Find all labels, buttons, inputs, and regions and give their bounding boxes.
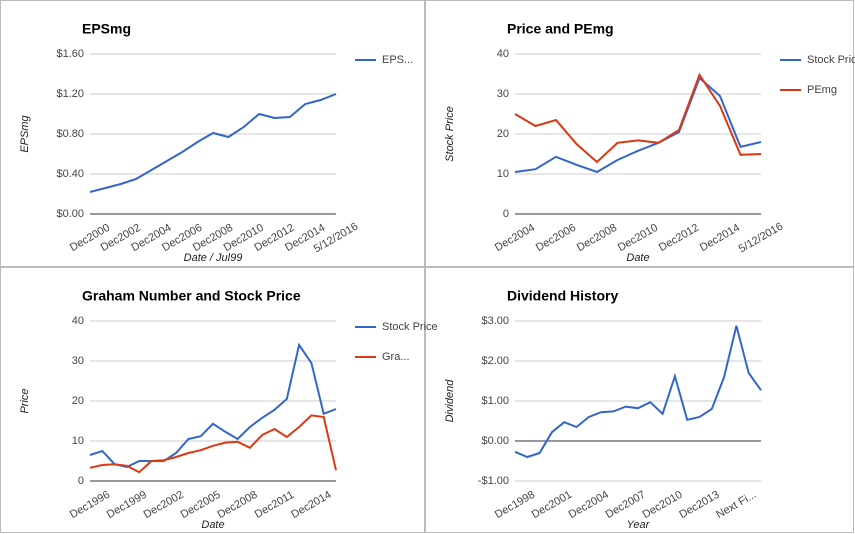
y-tick-label: 40 (497, 48, 509, 60)
x-axis-title: Date / Jul99 (184, 252, 243, 264)
y-axis-title: EPSmg (19, 114, 31, 152)
x-tick-label: Dec2005 (179, 489, 223, 521)
x-tick-label: Dec2007 (604, 489, 648, 521)
y-tick-label: 10 (72, 435, 84, 447)
x-tick-label: Dec2014 (289, 489, 333, 521)
panel-border (0, 267, 425, 533)
y-tick-label: $0.80 (56, 128, 84, 140)
x-axis-title: Year (627, 519, 651, 531)
y-tick-label: $0.40 (56, 168, 84, 180)
x-tick-label: Dec1996 (68, 489, 112, 521)
y-tick-label: 0 (78, 475, 84, 487)
y-tick-label: $1.20 (56, 88, 84, 100)
x-axis-title: Date (201, 519, 224, 531)
panel-border (0, 0, 425, 267)
chart-title: Price and PEmg (507, 21, 614, 37)
legend-label: Stock Price (807, 54, 855, 66)
x-tick-label: Dec2001 (530, 489, 574, 521)
series-line (89, 93, 337, 193)
x-tick-label: Dec2004 (567, 489, 611, 521)
x-tick-label: Dec2010 (640, 489, 684, 521)
y-tick-label: 40 (72, 315, 84, 327)
x-tick-label: Dec1999 (105, 489, 149, 521)
y-tick-label: 0 (503, 208, 509, 220)
chart-title: EPSmg (82, 21, 131, 37)
x-tick-label: Dec2006 (534, 222, 578, 254)
x-tick-label: Dec2012 (657, 222, 701, 254)
x-tick-label: Dec2014 (698, 222, 742, 254)
x-tick-label: 5/12/2016 (737, 220, 785, 255)
y-tick-label: 30 (72, 355, 84, 367)
x-tick-label: Dec2010 (616, 222, 660, 254)
y-tick-label: 20 (497, 128, 509, 140)
y-tick-label: 10 (497, 168, 509, 180)
x-tick-label: Dec1998 (493, 489, 537, 521)
x-tick-label: Dec2002 (142, 489, 186, 521)
y-tick-label: $1.00 (481, 395, 509, 407)
x-tick-label: Dec2008 (215, 489, 259, 521)
x-tick-label: Dec2004 (493, 222, 537, 254)
y-axis-title: Dividend (444, 379, 456, 423)
y-tick-label: $3.00 (481, 315, 509, 327)
x-tick-label: Dec2008 (575, 222, 619, 254)
x-tick-label: Dec2013 (677, 489, 721, 521)
x-axis-title: Date (626, 252, 649, 264)
chart-title: Dividend History (507, 288, 618, 304)
legend-label: PEmg (807, 84, 837, 96)
y-tick-label: $1.60 (56, 48, 84, 60)
y-tick-label: $2.00 (481, 355, 509, 367)
x-tick-label: Next Fi... (714, 489, 758, 521)
panel-border (425, 267, 854, 533)
panel-border (425, 0, 854, 267)
y-tick-label: -$1.00 (478, 475, 509, 487)
y-axis-title: Stock Price (444, 106, 456, 162)
series-line (89, 342, 337, 469)
legend-label: Gra... (382, 351, 410, 363)
series-line (89, 414, 337, 474)
series-line (514, 72, 762, 164)
y-axis-title: Price (19, 388, 31, 413)
y-tick-label: $0.00 (56, 208, 84, 220)
legend-label: EPS... (382, 54, 413, 66)
x-tick-label: Dec2011 (253, 489, 296, 521)
y-tick-label: $0.00 (481, 435, 509, 447)
chart-title: Graham Number and Stock Price (82, 288, 301, 304)
legend-label: Stock Price (382, 321, 438, 333)
series-line (514, 325, 762, 459)
y-tick-label: 20 (72, 395, 84, 407)
y-tick-label: 30 (497, 88, 509, 100)
series-line (514, 76, 762, 174)
